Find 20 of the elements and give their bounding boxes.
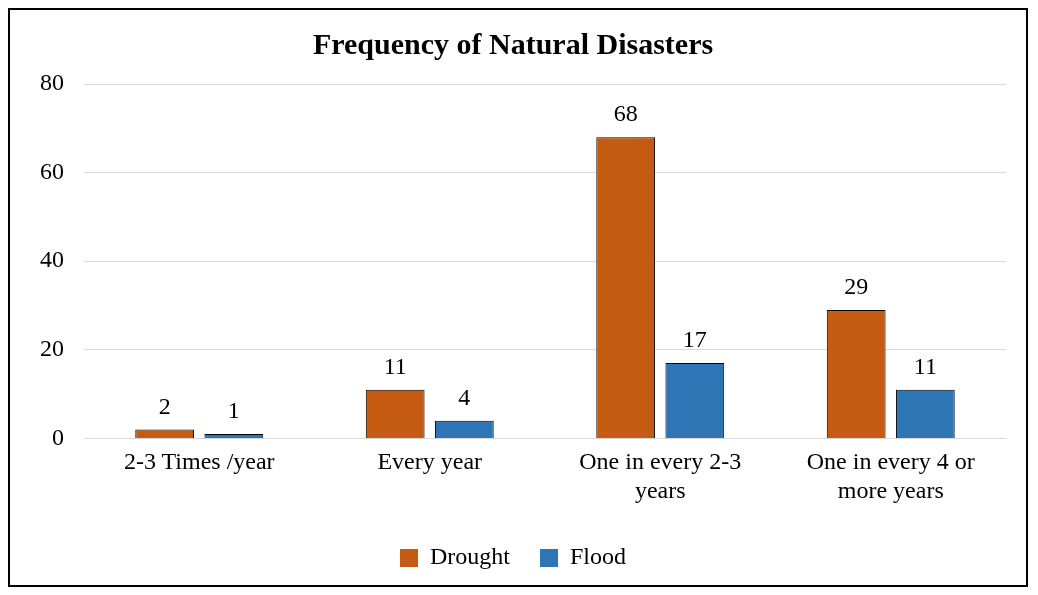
y-tick-label: 60 xyxy=(40,157,64,184)
data-label: 17 xyxy=(682,326,707,353)
data-label: 11 xyxy=(913,352,937,379)
x-tick-label: One in every 4 or more years xyxy=(806,448,975,503)
x-tick-label: One in every 2-3 years xyxy=(579,448,742,503)
legend-label: Drought xyxy=(430,543,511,570)
y-tick-label: 0 xyxy=(52,423,64,450)
data-label: 29 xyxy=(844,273,869,300)
y-tick-label: 20 xyxy=(40,335,64,362)
data-label: 1 xyxy=(227,397,240,424)
y-tick-label: 40 xyxy=(40,246,64,273)
x-tick-label: Every year xyxy=(377,448,483,475)
data-label: 2 xyxy=(158,392,171,419)
x-tick-label: 2-3 Times /year xyxy=(123,448,275,475)
data-label: 68 xyxy=(613,100,638,127)
y-tick-label: 80 xyxy=(40,69,64,96)
chart-title: Frequency of Natural Disasters xyxy=(312,26,714,60)
data-label: 11 xyxy=(383,352,407,379)
legend-label: Flood xyxy=(569,543,626,570)
data-label: 4 xyxy=(458,383,471,410)
